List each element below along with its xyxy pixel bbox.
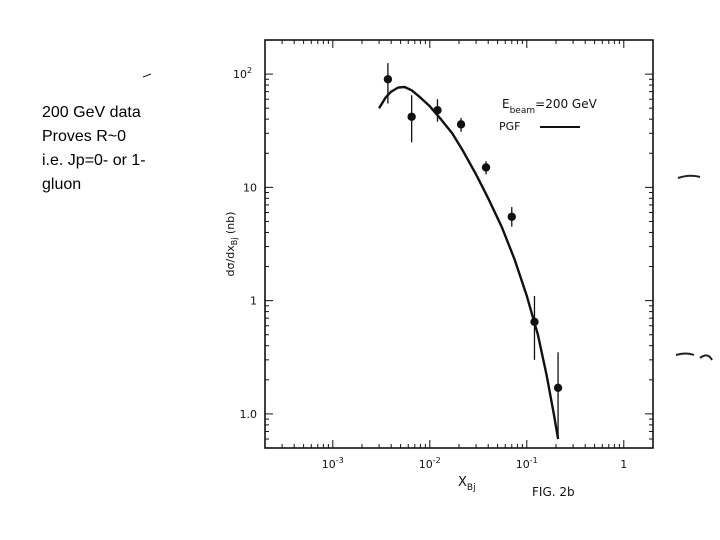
y-tick-label: 1: [250, 295, 257, 308]
x-tick-label-base: 10: [322, 458, 336, 471]
y-axis-title: dσ/dxBj (nb): [224, 212, 239, 277]
x-axis-title-main: X: [458, 475, 467, 490]
note-line-2: Proves R~0: [42, 128, 127, 145]
data-point-4: [456, 117, 466, 132]
note-line-3: i.e. Jp=0- or 1-: [42, 152, 146, 169]
y-axis-title-main: dσ/dx: [224, 245, 237, 277]
legend-beam-label: Ebeam=200 GeV: [502, 97, 598, 116]
x-tick-label-base: 10: [419, 458, 433, 471]
fit-curve: [378, 85, 560, 440]
legend: Ebeam=200 GeV PGF: [499, 97, 598, 133]
x-axis-title-sub: Bj: [467, 483, 476, 493]
data-marker: [433, 106, 442, 115]
axis-ticks: [264, 39, 654, 449]
scan-marks: [142, 73, 713, 361]
data-point-8: [553, 352, 563, 440]
y-tick-label-base: 1: [250, 295, 257, 308]
figure-caption: FIG. 2b: [532, 485, 575, 499]
y-tick-label: 1.0: [240, 408, 258, 421]
legend-fit-label: PGF: [499, 120, 520, 133]
data-point-7: [530, 295, 539, 360]
data-marker: [383, 75, 393, 84]
legend-beam-main: E: [502, 97, 510, 111]
x-axis-title: XBj: [458, 475, 476, 493]
scan-mark-4: [142, 73, 152, 78]
data-marker: [481, 163, 491, 172]
y-tick-label-base: 10: [243, 181, 257, 194]
data-marker: [407, 112, 416, 121]
data-point-2: [407, 95, 416, 143]
data-marker: [507, 212, 516, 221]
x-tick-label: 10-1: [516, 456, 538, 471]
y-tick-label-exp: 2: [247, 66, 252, 75]
data-marker: [456, 120, 466, 129]
scan-mark-3: [699, 354, 713, 361]
data-point-6: [507, 207, 516, 227]
x-tick-label: 1: [620, 458, 627, 471]
legend-beam-sub: beam: [510, 106, 536, 116]
y-axis-title-sub: Bj: [230, 238, 239, 246]
x-tick-label-base: 1: [620, 458, 627, 471]
data-point-5: [481, 161, 491, 175]
note-line-4: gluon: [42, 176, 82, 193]
data-point-3: [433, 99, 442, 122]
legend-beam-rest: =200 GeV: [535, 97, 597, 111]
x-tick-label-base: 10: [516, 458, 530, 471]
y-tick-label-base: 1.0: [240, 408, 258, 421]
data-marker: [553, 383, 563, 393]
x-tick-label: 10-3: [322, 456, 344, 471]
y-tick-label: 10: [243, 181, 257, 194]
scan-mark-1: [677, 174, 701, 179]
fit-curve-group: [378, 85, 560, 440]
x-tick-label: 10-2: [419, 456, 441, 471]
y-tick-label: 102: [233, 66, 252, 81]
note-line-1: 200 GeV data: [42, 104, 141, 121]
data-marker: [530, 317, 539, 327]
x-tick-labels: 10-3 10-2 10-1 1: [322, 456, 627, 471]
x-tick-label-exp: -2: [433, 456, 441, 465]
y-tick-label-base: 10: [233, 68, 247, 81]
slide-note: 200 GeV data Proves R~0 i.e. Jp=0- or 1-…: [42, 101, 146, 197]
y-axis-title-unit: (nb): [224, 212, 237, 238]
data-point-1: [383, 63, 393, 104]
x-tick-label-exp: -3: [336, 456, 344, 465]
x-tick-label-exp: -1: [530, 456, 538, 465]
data-points: [383, 63, 563, 440]
scan-mark-2: [675, 352, 695, 356]
